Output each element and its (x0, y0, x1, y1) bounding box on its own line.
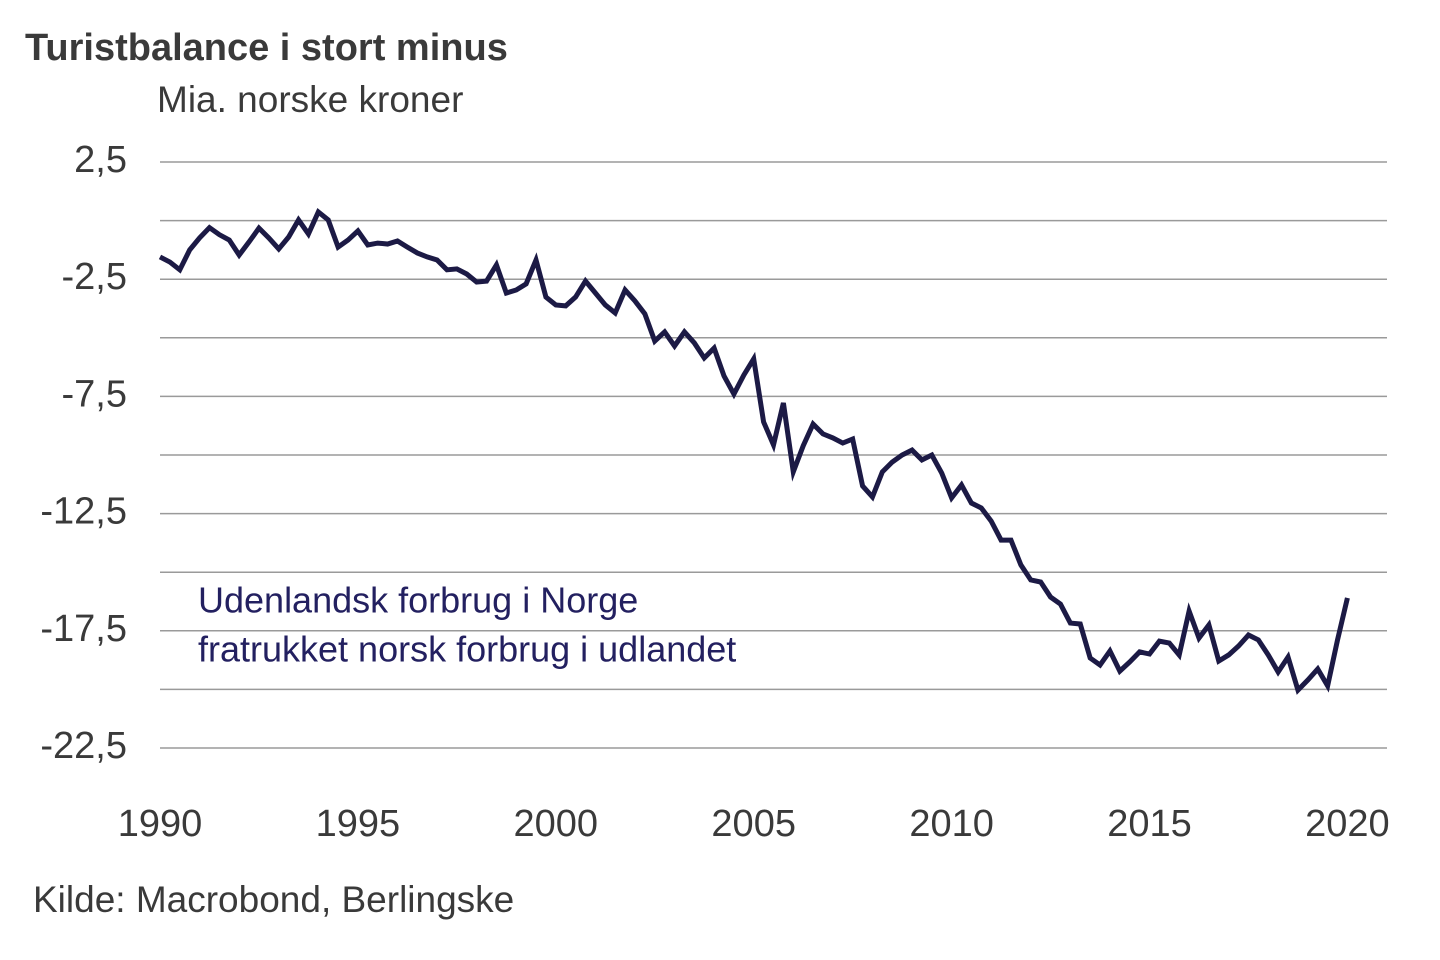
chart-title: Turistbalance i stort minus (25, 27, 508, 69)
x-tick-label: 2000 (514, 803, 599, 845)
y-tick-label: -7,5 (62, 373, 127, 415)
x-tick-label: 2005 (711, 803, 796, 845)
y-tick-label: -22,5 (40, 725, 127, 767)
chart-subtitle: Mia. norske kroner (157, 79, 463, 120)
annotation: Udenlandsk forbrug i Norge (198, 580, 638, 621)
y-tick-label: 2,5 (74, 139, 127, 181)
x-tick-label: 1990 (118, 803, 203, 845)
x-tick-label: 2020 (1305, 803, 1390, 845)
y-tick-label: -17,5 (40, 608, 127, 650)
annotation: fratrukket norsk forbrug i udlandet (198, 629, 736, 670)
x-tick-label: 2015 (1107, 803, 1192, 845)
x-tick-label: 1995 (316, 803, 401, 845)
data-line (158, 207, 1350, 695)
y-tick-label: -2,5 (62, 256, 127, 298)
source: Kilde: Macrobond, Berlingske (33, 879, 514, 920)
x-tick-label: 2010 (909, 803, 994, 845)
y-tick-label: -12,5 (40, 491, 127, 533)
